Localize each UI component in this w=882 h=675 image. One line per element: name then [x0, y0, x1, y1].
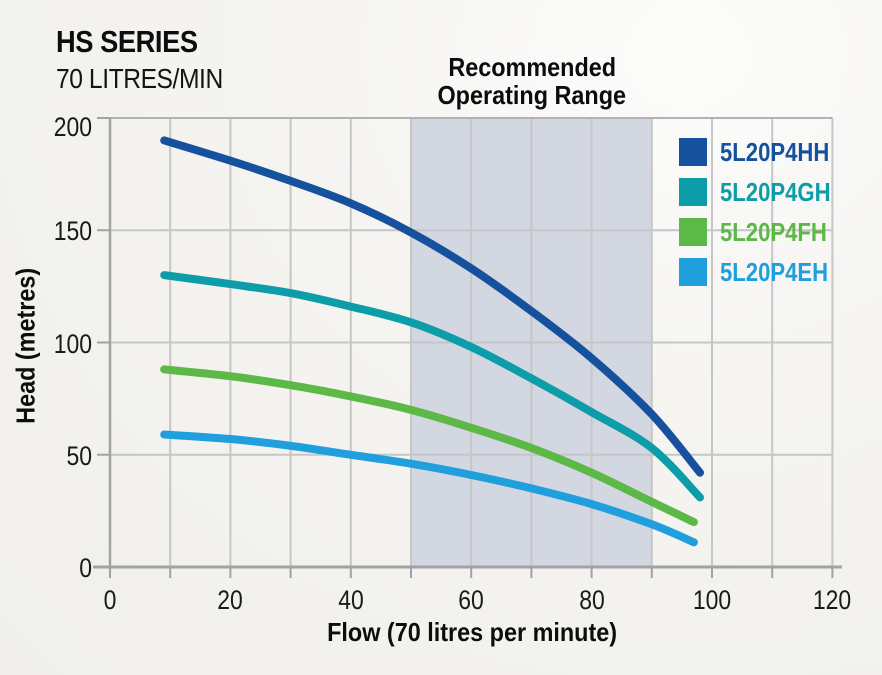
- x-tick-label: 120: [813, 585, 852, 615]
- x-tick-label: 80: [578, 585, 605, 615]
- y-tick-label: 0: [79, 553, 92, 583]
- y-tick-label: 150: [53, 216, 92, 247]
- legend-item-5L20P4FH: 5L20P4FH: [679, 216, 850, 247]
- legend-label: 5L20P4EH: [720, 256, 829, 287]
- legend-swatch: [679, 218, 707, 246]
- range-label-line1: Recommended: [448, 52, 616, 83]
- legend-label: 5L20P4GH: [720, 176, 831, 207]
- x-tick-label: 60: [458, 585, 484, 615]
- legend-swatch: [679, 178, 707, 206]
- x-axis-title: Flow (70 litres per minute): [327, 617, 618, 647]
- x-tick-label: 20: [217, 585, 244, 615]
- curve-5L20P4EH: [160, 430, 698, 547]
- x-tick-label: 40: [338, 585, 364, 615]
- y-tick-label: 100: [53, 328, 92, 359]
- range-label-line2: Operating Range: [437, 80, 627, 110]
- y-axis-title: Head (metres): [10, 267, 41, 424]
- curve-5L20P4FH: [160, 365, 698, 527]
- curve-5L20P4HH: [160, 136, 704, 477]
- legend-swatch: [679, 258, 707, 286]
- chart-title: HS SERIES: [56, 24, 198, 59]
- legend: 5L20P4HH 5L20P4GH 5L20P4FH 5L20P4EH: [679, 136, 850, 298]
- y-tick-label: 200: [53, 112, 92, 142]
- x-tick-label: 0: [103, 585, 117, 615]
- legend-label: 5L20P4HH: [720, 136, 830, 167]
- y-tick-label: 50: [66, 440, 92, 471]
- chart-subtitle: 70 LITRES/MIN: [56, 63, 223, 94]
- legend-item-5L20P4HH: 5L20P4HH: [679, 136, 850, 167]
- legend-label: 5L20P4FH: [720, 216, 827, 247]
- curve-5L20P4GH: [160, 271, 704, 502]
- legend-item-5L20P4EH: 5L20P4EH: [679, 256, 850, 287]
- chart-header: HS SERIES 70 LITRES/MIN: [56, 24, 246, 95]
- legend-item-5L20P4GH: 5L20P4GH: [679, 176, 850, 207]
- recommended-operating-range-label: Recommended Operating Range: [411, 46, 653, 118]
- legend-swatch: [679, 138, 707, 166]
- x-tick-label: 100: [692, 585, 732, 615]
